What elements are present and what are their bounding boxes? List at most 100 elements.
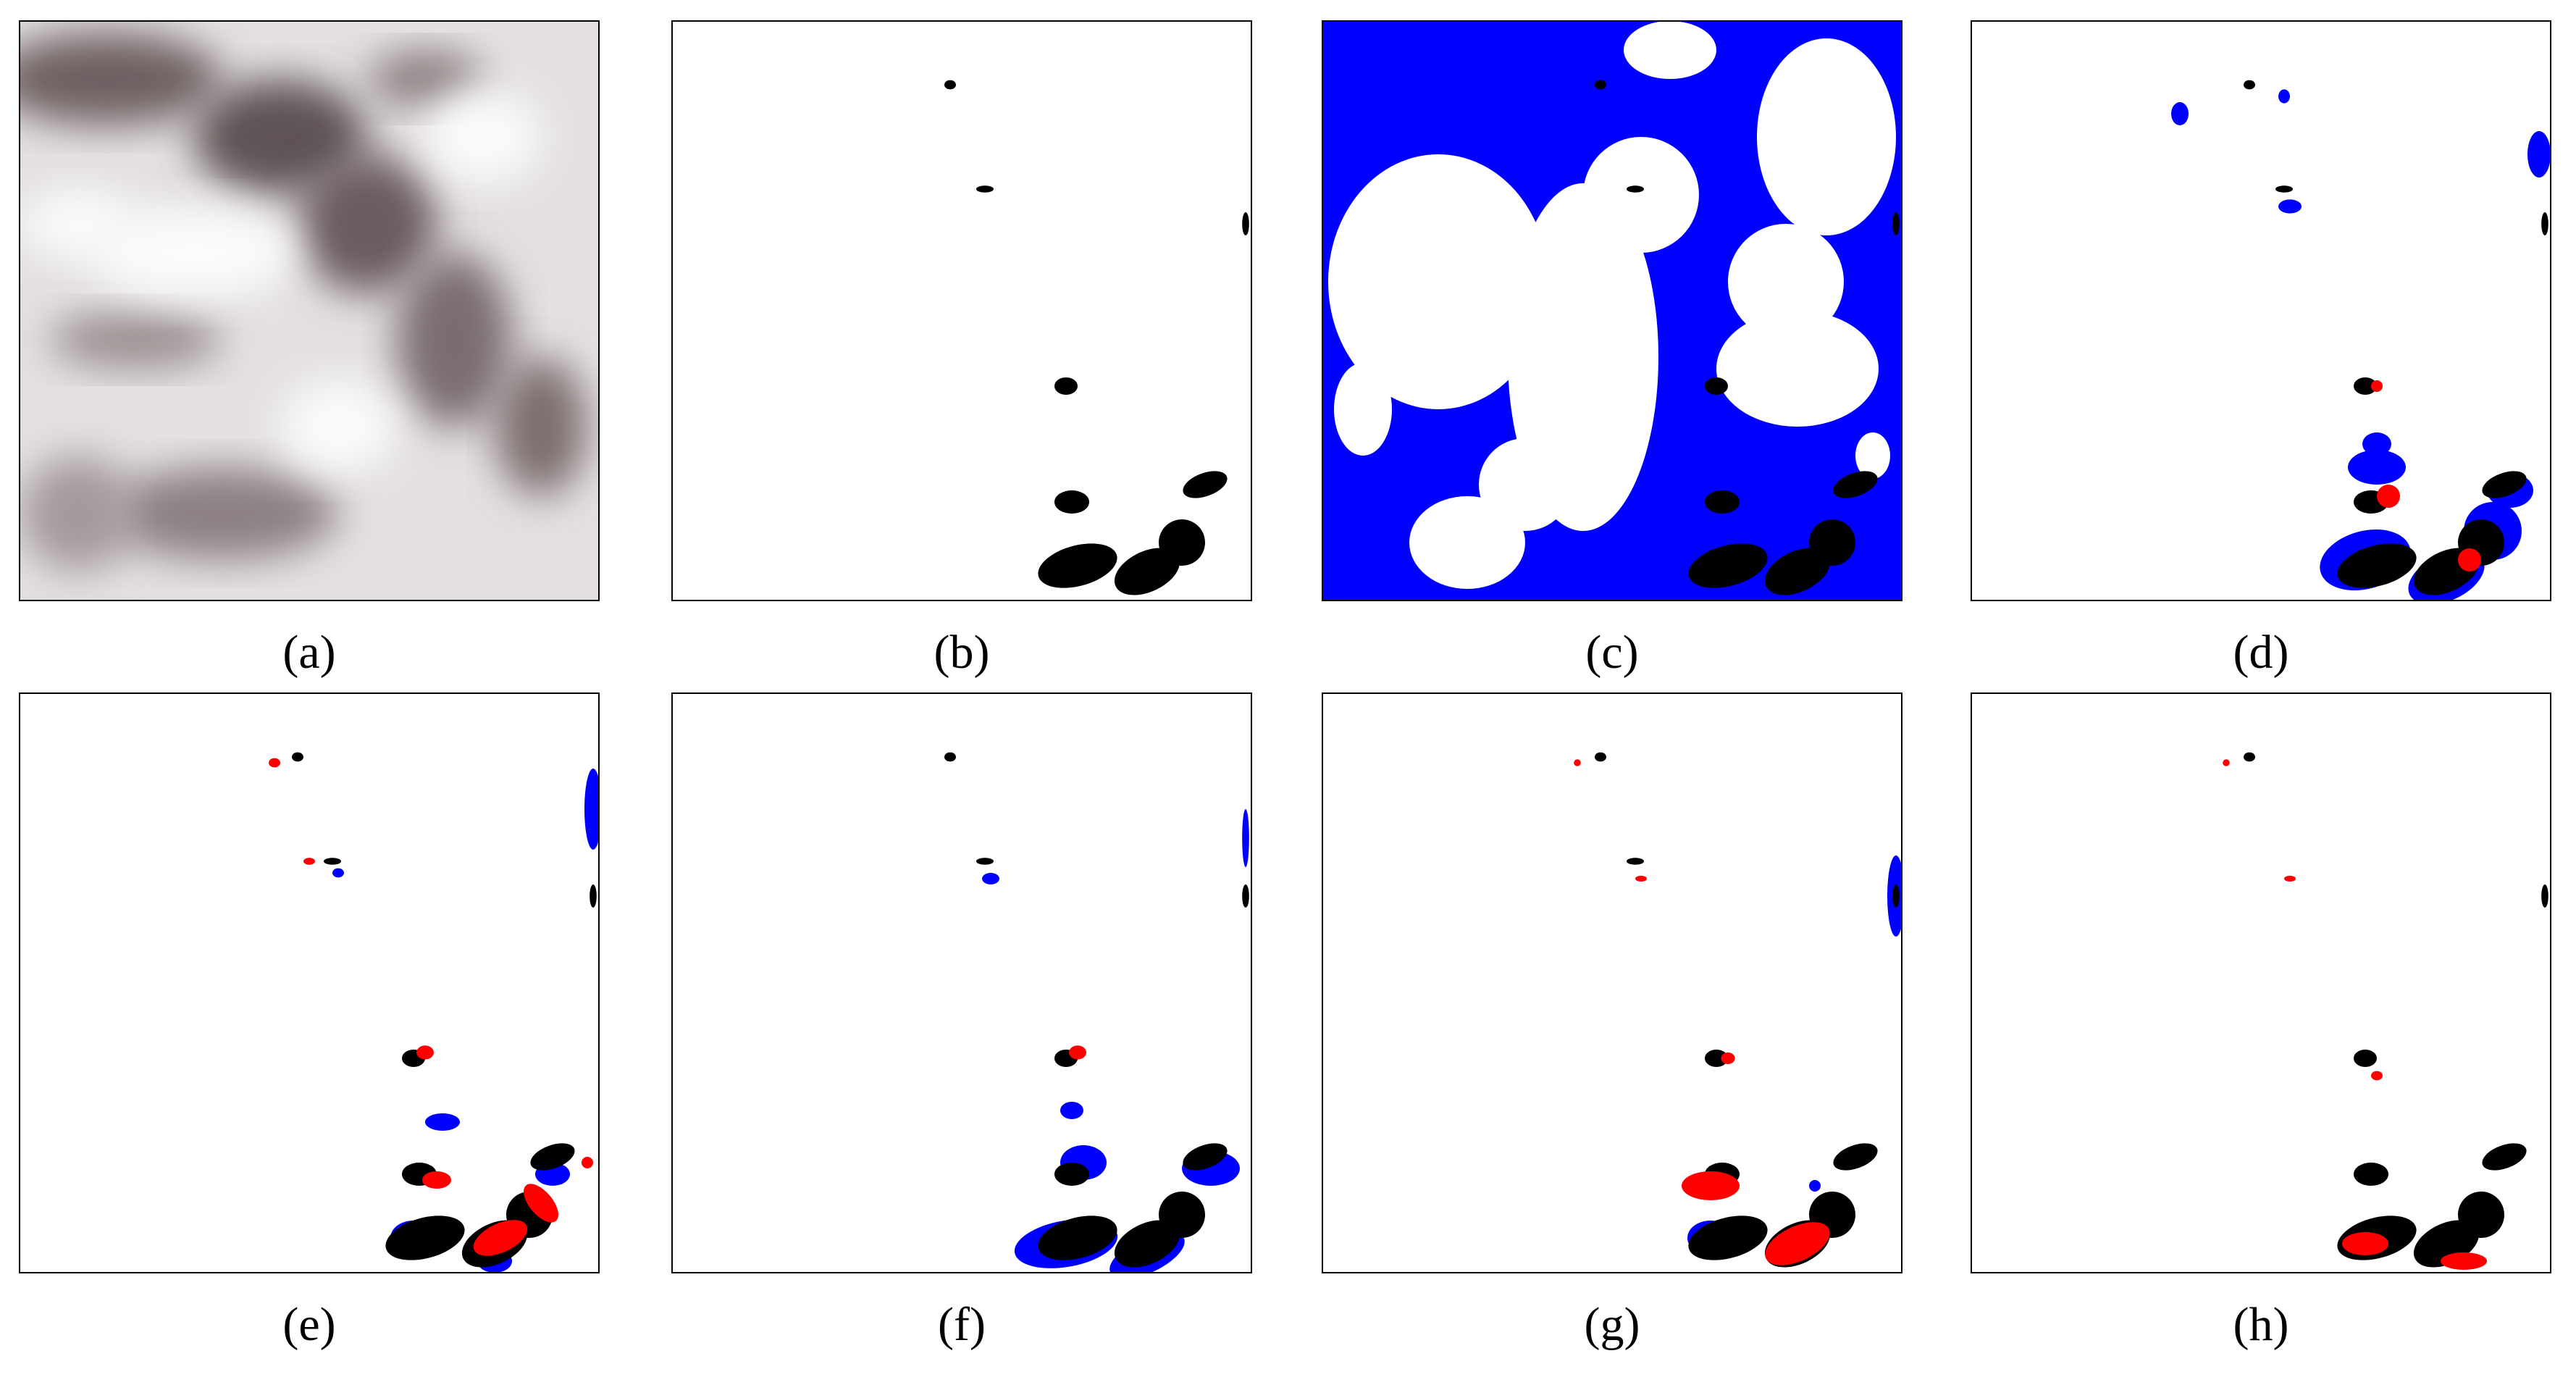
cloud-shade	[20, 33, 222, 125]
panel-label: (d)	[2233, 626, 2289, 679]
blob	[1595, 752, 1606, 762]
panel-image	[20, 21, 599, 600]
blob	[1627, 858, 1644, 865]
clear-region	[1479, 438, 1572, 531]
blob	[2541, 212, 2548, 235]
panel: (a)	[19, 20, 600, 679]
panel: (f)	[671, 692, 1252, 1351]
blob	[944, 80, 956, 90]
blob	[1705, 377, 1728, 395]
clear-region	[1334, 363, 1392, 456]
blob	[2482, 471, 2527, 498]
panel-border	[1971, 20, 2551, 601]
clear-region	[1583, 137, 1699, 253]
blob	[1242, 884, 1249, 908]
blob	[1765, 1222, 1830, 1265]
blob	[1183, 471, 1228, 498]
blob	[1688, 543, 1768, 588]
cloud-shade	[49, 311, 222, 369]
blob	[2223, 759, 2230, 766]
blob	[584, 769, 599, 850]
blob	[2482, 1143, 2527, 1171]
cloud-shade	[367, 50, 483, 108]
panel-label: (a)	[282, 626, 335, 679]
panel: (b)	[671, 20, 1252, 679]
blob	[332, 868, 344, 878]
panel-image	[672, 21, 1251, 600]
blob	[2441, 1252, 2487, 1270]
blob	[1114, 548, 1180, 595]
blob	[2342, 1232, 2388, 1255]
blob	[2348, 450, 2406, 485]
blob	[1833, 1143, 1878, 1171]
blob	[2354, 1163, 2388, 1186]
blob	[2354, 1050, 2377, 1067]
panel-label: (g)	[1585, 1298, 1640, 1351]
blob	[1069, 1045, 1086, 1060]
panel: (h)	[1971, 692, 2551, 1351]
cloud-shade	[396, 253, 512, 427]
blob	[1705, 490, 1740, 514]
panel-border	[671, 692, 1252, 1273]
panel-image	[1322, 21, 1902, 600]
clear-region	[1757, 38, 1896, 235]
blob	[2244, 80, 2255, 90]
cloud-bright	[425, 91, 541, 183]
blob	[2275, 185, 2293, 193]
blob	[1833, 471, 1878, 498]
blob	[2541, 884, 2548, 908]
panel-border	[1322, 20, 1902, 601]
panel-label: (h)	[2233, 1298, 2289, 1351]
blob	[1114, 1220, 1180, 1268]
blob	[2244, 752, 2255, 762]
cloud-bright	[89, 206, 298, 299]
mask	[1971, 21, 2551, 600]
cloud-shade	[106, 467, 338, 560]
blob	[2458, 548, 2481, 572]
blob	[2362, 432, 2391, 456]
panel: (e)	[19, 692, 600, 1351]
blob	[2278, 89, 2290, 104]
blob	[1242, 809, 1249, 867]
blob	[2458, 1192, 2504, 1238]
blob	[1809, 519, 1855, 566]
panel-image	[672, 693, 1251, 1273]
mask	[20, 693, 599, 1273]
blob	[1159, 1192, 1205, 1238]
blob	[1892, 884, 1900, 908]
blob	[1574, 759, 1581, 766]
clear-region	[1624, 21, 1716, 79]
blob	[1038, 543, 1117, 588]
blob	[422, 1171, 451, 1189]
mask	[1322, 693, 1902, 1273]
cloud-shade	[20, 456, 135, 572]
clear-region	[1716, 311, 1879, 427]
blob	[324, 858, 341, 865]
panel-image	[20, 693, 599, 1273]
panel-border	[1971, 692, 2551, 1273]
blob	[582, 1157, 593, 1168]
mask	[672, 21, 1251, 600]
panel: (c)	[1322, 20, 1902, 679]
blob	[303, 858, 315, 865]
blob	[2171, 102, 2189, 125]
mask	[1971, 693, 2551, 1273]
blob	[944, 752, 956, 762]
panel-label: (f)	[938, 1298, 986, 1351]
blob	[416, 1045, 434, 1060]
blob	[2377, 485, 2400, 508]
blob	[1159, 519, 1205, 566]
blob	[590, 884, 597, 908]
panel-label: (c)	[1585, 626, 1638, 679]
blob	[530, 1143, 575, 1171]
panel-border	[19, 20, 600, 601]
panel: (g)	[1322, 692, 1902, 1351]
blob	[1635, 876, 1647, 882]
cloud-shade	[193, 79, 367, 195]
cloud-shade	[298, 154, 437, 293]
cloud-bright	[280, 380, 396, 473]
clear-region	[1855, 432, 1890, 479]
blob	[1688, 1215, 1768, 1260]
mask	[672, 693, 1251, 1273]
